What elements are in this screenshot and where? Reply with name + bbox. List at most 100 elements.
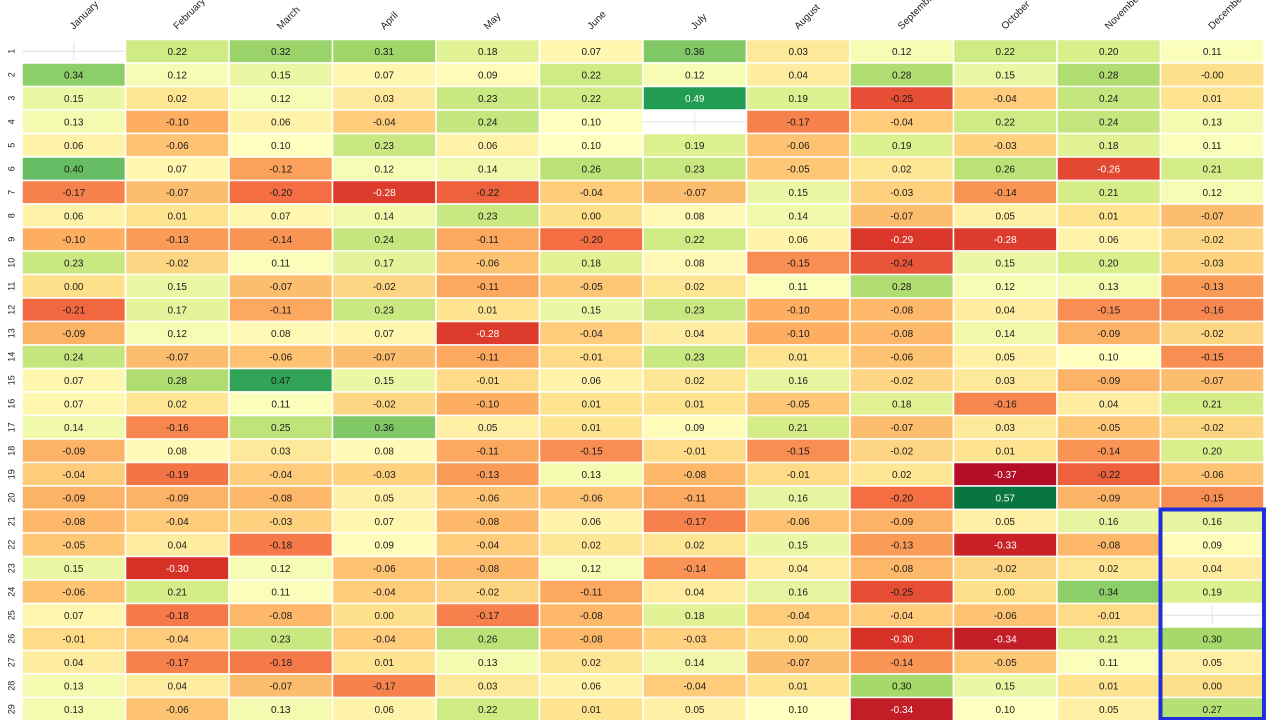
column-label: November xyxy=(1103,0,1144,32)
cell-value-label: 0.22 xyxy=(996,117,1016,128)
cell-value-label: 0.26 xyxy=(582,164,602,175)
cell-value-label: 0.20 xyxy=(1099,47,1119,58)
cell-value-label: 0.01 xyxy=(582,399,602,410)
cell-value-label: -0.18 xyxy=(269,540,292,551)
cell-value-label: 0.28 xyxy=(892,282,912,293)
cell-value-label: -0.16 xyxy=(166,423,189,434)
cell-value-label: 0.07 xyxy=(64,611,84,622)
cell-value-label: -0.06 xyxy=(166,141,189,152)
cell-value-label: 0.04 xyxy=(1203,564,1223,575)
cell-value-label: 0.01 xyxy=(789,681,809,692)
cell-value-label: -0.05 xyxy=(62,540,85,551)
cell-value-label: 0.09 xyxy=(685,423,705,434)
cell-value-label: -0.07 xyxy=(890,211,913,222)
cell-value-label: -0.25 xyxy=(890,94,913,105)
cell-value-label: 0.02 xyxy=(685,376,705,387)
cell-value-label: 0.05 xyxy=(478,423,498,434)
cell-value-label: 0.21 xyxy=(1203,399,1223,410)
cell-value-label: 0.06 xyxy=(478,141,498,152)
cell-value-label: 0.14 xyxy=(64,423,84,434)
cell-value-label: 0.01 xyxy=(996,446,1016,457)
cell-value-label: 0.02 xyxy=(168,94,188,105)
cell-value-label: -0.19 xyxy=(166,470,189,481)
column-label: March xyxy=(275,5,302,32)
cell-value-label: 0.00 xyxy=(789,634,809,645)
cell-value-label: -0.06 xyxy=(787,141,810,152)
cell-value-label: -0.14 xyxy=(269,235,292,246)
cell-value-label: 0.57 xyxy=(996,493,1016,504)
cell-value-label: -0.09 xyxy=(62,493,85,504)
cell-value-label: -0.07 xyxy=(269,681,292,692)
cell-value-label: 0.03 xyxy=(375,94,395,105)
empty-cell xyxy=(1160,606,1264,625)
cell-value-label: -0.10 xyxy=(476,399,499,410)
column-label: May xyxy=(482,11,503,32)
cell-value-label: 0.00 xyxy=(996,587,1016,598)
cell-value-label: -0.22 xyxy=(1097,470,1120,481)
column-label: January xyxy=(68,0,101,32)
cell-value-label: 0.16 xyxy=(789,376,809,387)
cell-value-label: 0.15 xyxy=(64,564,84,575)
cell-value-label: -0.11 xyxy=(580,587,602,598)
cell-value-label: -0.33 xyxy=(994,540,1017,551)
cell-value-label: 0.32 xyxy=(271,47,291,58)
cell-value-label: 0.04 xyxy=(789,564,809,575)
cell-value-label: 0.21 xyxy=(168,587,188,598)
cell-value-label: -0.02 xyxy=(1201,235,1224,246)
cell-value-label: -0.09 xyxy=(166,493,189,504)
cell-value-label: 0.24 xyxy=(478,117,498,128)
cell-value-label: -0.24 xyxy=(890,258,913,269)
cell-value-label: 0.01 xyxy=(1099,681,1119,692)
row-label: 2 xyxy=(6,72,16,77)
cell-value-label: -0.03 xyxy=(994,141,1017,152)
cell-value-label: -0.28 xyxy=(373,188,396,199)
cell-value-label: 0.15 xyxy=(64,94,84,105)
cell-value-label: 0.05 xyxy=(375,493,395,504)
cell-value-label: 0.04 xyxy=(789,70,809,81)
cell-value-label: 0.23 xyxy=(478,94,498,105)
heatmap-cells: 0.22 0.32 0.31 0.18 0.07 0.36 0.03 0.12 0.22 0.20… xyxy=(21,38,1265,720)
cell-value-label: -0.17 xyxy=(683,517,706,528)
cell-value-label: -0.06 xyxy=(166,705,189,716)
cell-value-label: -0.02 xyxy=(1201,329,1224,340)
cell-value-label: -0.06 xyxy=(476,493,499,504)
cell-value-label: 0.12 xyxy=(168,70,188,81)
cell-value-label: 0.07 xyxy=(582,47,602,58)
cell-value-label: -0.00 xyxy=(1201,70,1224,81)
cell-value-label: -0.07 xyxy=(683,188,706,199)
cell-value-label: -0.06 xyxy=(890,352,913,363)
cell-value-label: 0.15 xyxy=(271,70,291,81)
cell-value-label: 0.30 xyxy=(892,681,912,692)
row-label: 28 xyxy=(6,681,16,691)
cell-value-label: -0.37 xyxy=(994,470,1017,481)
cell-value-label: 0.02 xyxy=(892,470,912,481)
cell-value-label: 0.13 xyxy=(64,681,84,692)
cell-value-label: -0.17 xyxy=(476,611,499,622)
cell-value-label: 0.02 xyxy=(582,658,602,669)
row-label: 3 xyxy=(6,96,16,101)
cell-value-label: 0.00 xyxy=(375,611,395,622)
cell-value-label: 0.04 xyxy=(996,305,1016,316)
cell-value-label: 0.04 xyxy=(685,587,705,598)
cell-value-label: -0.01 xyxy=(580,352,603,363)
cell-value-label: -0.15 xyxy=(1097,305,1120,316)
cell-value-label: -0.11 xyxy=(477,446,499,457)
cell-value-label: 0.13 xyxy=(64,705,84,716)
cell-value-label: 0.30 xyxy=(1203,634,1223,645)
cell-value-label: 0.06 xyxy=(582,376,602,387)
cell-value-label: 0.23 xyxy=(685,164,705,175)
row-label: 15 xyxy=(6,375,16,385)
cell-value-label: 0.18 xyxy=(685,611,705,622)
cell-value-label: -0.15 xyxy=(787,258,810,269)
cell-value-label: 0.49 xyxy=(685,94,705,105)
empty-cell xyxy=(22,42,126,61)
cell-value-label: 0.00 xyxy=(64,282,84,293)
column-label: December xyxy=(1207,0,1248,32)
cell-value-label: -0.04 xyxy=(890,611,913,622)
cell-value-label: 0.22 xyxy=(996,47,1016,58)
cell-value-label: 0.15 xyxy=(168,282,188,293)
cell-value-label: -0.04 xyxy=(373,634,396,645)
cell-value-label: 0.15 xyxy=(789,540,809,551)
cell-value-label: -0.18 xyxy=(166,611,189,622)
